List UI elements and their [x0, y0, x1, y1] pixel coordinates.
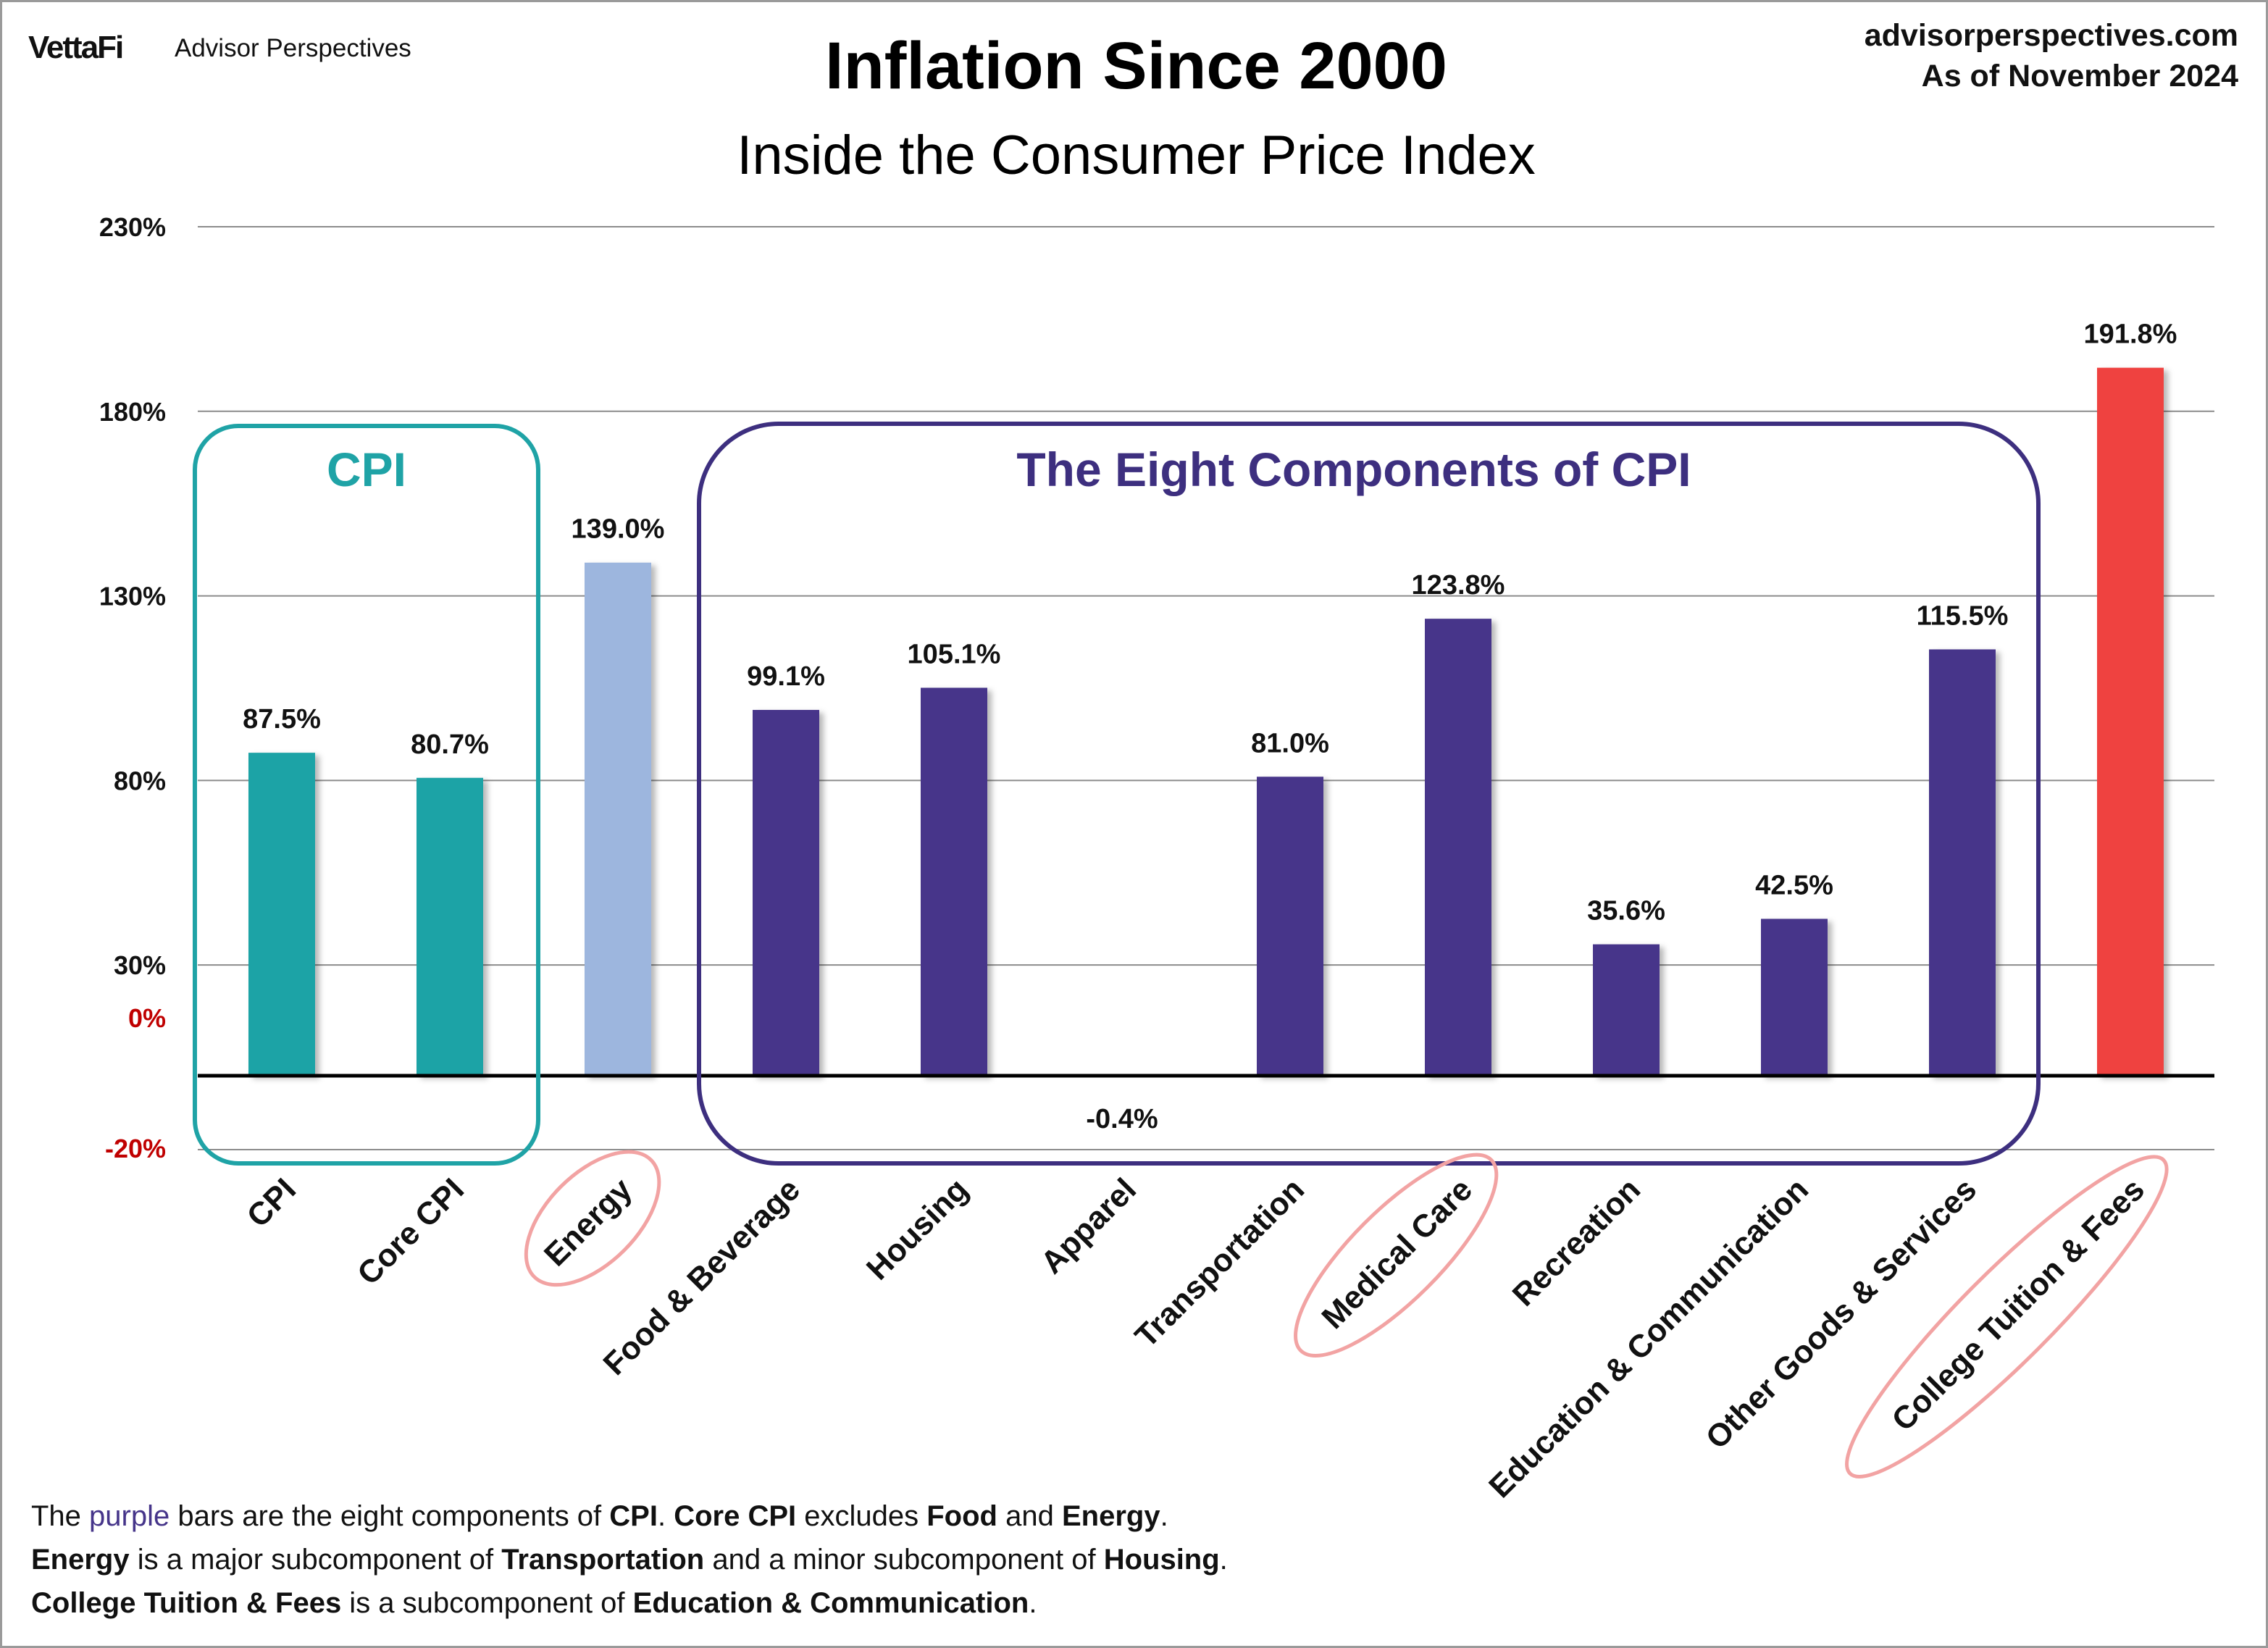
footnote-line-2: Energy is a major subcomponent of Transp… — [31, 1538, 1228, 1581]
cpi-group-label: CPI — [327, 443, 406, 496]
source-site: advisorperspectives.com — [1864, 18, 2238, 53]
note-bold: Food — [926, 1500, 997, 1532]
note-text: . — [1219, 1544, 1228, 1576]
brand-name: Advisor Perspectives — [175, 34, 411, 62]
bar — [417, 777, 483, 1076]
value-labels: 87.5% 80.7% 139.0% 99.1% 105.1% -0.4% 81.0% 123… — [243, 319, 2177, 1134]
source-block: advisorperspectives.com As of November 2… — [1865, 15, 2238, 96]
note-text: is a subcomponent of — [341, 1587, 633, 1619]
bar — [753, 710, 819, 1076]
vettafi-logo: VettaFi — [28, 30, 124, 65]
note-bold: Energy — [1061, 1500, 1160, 1532]
category-label: Core CPI — [351, 1171, 471, 1292]
note-bold: Energy — [31, 1544, 130, 1576]
footnote-line-1: The purple bars are the eight components… — [31, 1494, 1228, 1538]
group-boxes: CPI The Eight Components of CPI — [193, 422, 2041, 1166]
data-label: 99.1% — [747, 661, 825, 692]
note-bold: CPI — [609, 1500, 658, 1532]
data-label: 42.5% — [1755, 870, 1833, 900]
category-label: Energy — [537, 1171, 639, 1273]
components-group-box — [697, 422, 2041, 1166]
y-axis-ticks: 230% 180% 130% 80% 30% 0% -20% — [99, 212, 166, 1163]
note-text: . — [657, 1500, 674, 1532]
category-label: Transportation — [1129, 1171, 1311, 1354]
data-label: 115.5% — [1917, 601, 2009, 631]
y-tick-label: 230% — [99, 212, 166, 242]
note-bold: Transportation — [501, 1544, 705, 1576]
bar — [1761, 919, 1828, 1076]
data-label: 81.0% — [1251, 728, 1329, 758]
note-bold: College Tuition & Fees — [31, 1587, 342, 1619]
bar — [1257, 777, 1323, 1076]
note-text: excludes — [796, 1500, 927, 1532]
note-bold: Education & Communication — [632, 1587, 1029, 1619]
data-label: -0.4% — [1086, 1104, 1158, 1134]
note-text: bars are the eight components of — [170, 1500, 610, 1532]
category-highlight — [1294, 1153, 1499, 1358]
gridlines — [198, 226, 2214, 1150]
bar — [1929, 649, 1996, 1076]
footnote-line-3: College Tuition & Fees is a subcomponent… — [31, 1581, 1228, 1625]
footnotes: The purple bars are the eight components… — [31, 1494, 1228, 1625]
cpi-group-box — [193, 424, 540, 1166]
category-highlights — [524, 1150, 2169, 1478]
data-label: 105.1% — [908, 639, 1001, 669]
category-label: CPI — [240, 1171, 304, 1234]
bar — [248, 753, 315, 1076]
y-tick-label: 80% — [114, 766, 166, 795]
note-text: is a major subcomponent of — [129, 1544, 502, 1576]
note-text: and — [997, 1500, 1062, 1532]
category-label: Other Goods & Services — [1699, 1171, 1984, 1456]
components-group-label: The Eight Components of CPI — [1016, 443, 1691, 496]
note-bold: Core CPI — [674, 1500, 797, 1532]
data-label: 87.5% — [243, 704, 321, 735]
chart-subtitle: Inside the Consumer Price Index — [737, 125, 1536, 186]
bars — [248, 367, 2164, 1078]
note-purple-word: purple — [89, 1500, 170, 1532]
y-tick-label: 0% — [128, 1003, 166, 1033]
y-tick-label: -20% — [105, 1134, 166, 1163]
note-text: and a minor subcomponent of — [704, 1544, 1104, 1576]
bar — [585, 562, 651, 1076]
note-text: . — [1160, 1500, 1168, 1532]
data-label: 191.8% — [2084, 319, 2177, 350]
bar — [2097, 367, 2164, 1076]
category-label: Education & Communication — [1482, 1171, 1815, 1505]
data-label: 139.0% — [572, 514, 665, 545]
note-bold: Housing — [1103, 1544, 1220, 1576]
bar — [1425, 619, 1491, 1076]
y-tick-label: 130% — [99, 582, 166, 611]
source-date: As of November 2024 — [1921, 59, 2238, 93]
category-label: Recreation — [1506, 1171, 1647, 1313]
y-tick-label: 30% — [114, 950, 166, 980]
y-tick-label: 180% — [99, 397, 166, 427]
bar — [921, 687, 987, 1076]
category-label: Housing — [860, 1171, 975, 1287]
data-label: 80.7% — [411, 729, 489, 760]
category-highlight — [1845, 1155, 2169, 1478]
data-label: 123.8% — [1412, 570, 1505, 601]
chart-title: Inflation Since 2000 — [825, 29, 1447, 103]
note-text: . — [1029, 1587, 1037, 1619]
note-text: The — [31, 1500, 90, 1532]
bar — [1593, 944, 1660, 1076]
category-highlight — [524, 1150, 661, 1287]
category-label: Apparel — [1034, 1171, 1143, 1280]
data-label: 35.6% — [1587, 896, 1665, 927]
category-label: Medical Care — [1315, 1171, 1479, 1336]
